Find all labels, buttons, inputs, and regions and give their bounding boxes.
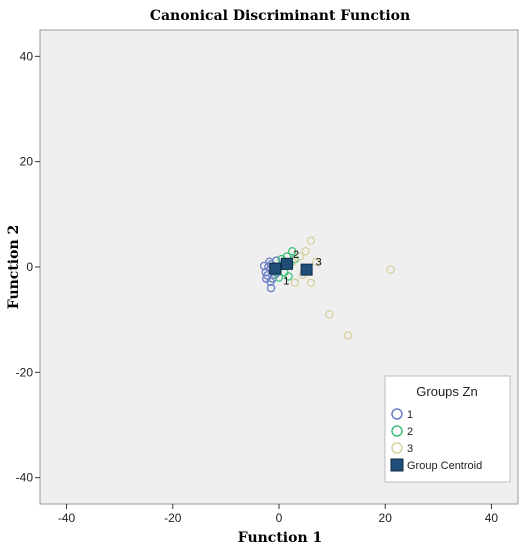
- scatter-point-group-3: [386, 265, 395, 274]
- centroid-marker-3: [300, 263, 313, 276]
- legend-label-group-3: 3: [407, 443, 413, 455]
- x-tick-label: -20: [164, 511, 182, 525]
- centroid-label-3: 3: [316, 257, 322, 269]
- centroid-marker-1: [269, 262, 282, 275]
- scatter-point-group-1: [266, 283, 276, 293]
- y-tick-label: -40: [16, 471, 34, 485]
- legend-marker-centroid: [390, 458, 404, 472]
- axis-ticks: -40 -20 0 20 40 -40 -20 0 20 40: [16, 49, 499, 525]
- scatter-point-group-2: [288, 246, 297, 256]
- legend-marker-group-3: [391, 442, 403, 454]
- legend-marker-group-1: [391, 408, 403, 420]
- scatter-point-group-3: [306, 236, 316, 245]
- x-tick-label: 40: [485, 511, 499, 525]
- group-centroids: 1 2 3: [269, 249, 322, 288]
- y-tick-label: 20: [20, 155, 34, 169]
- legend-box: [384, 375, 511, 483]
- scatter-point-group-3: [311, 257, 321, 266]
- x-tick-label: -40: [58, 511, 76, 525]
- legend-label-group-2: 2: [407, 426, 413, 438]
- legend-marker-group-2: [391, 425, 403, 437]
- legend-label-centroid: Group Centroid: [407, 460, 482, 472]
- scatter-point-group-3: [306, 278, 316, 288]
- x-tick-label: 0: [276, 511, 283, 525]
- x-axis-label: Function 1: [238, 530, 323, 546]
- scatter-point-group-3: [301, 246, 310, 256]
- centroid-label-1: 1: [283, 276, 289, 288]
- scatter-point-group-3: [295, 252, 305, 261]
- legend-title: Groups Zn: [416, 384, 477, 399]
- y-tick-label: 0: [26, 260, 33, 274]
- x-tick-label: 20: [379, 511, 393, 525]
- scatter-point-group-2: [284, 272, 293, 281]
- y-tick-label: 40: [20, 49, 34, 63]
- centroid-marker-2: [280, 257, 293, 270]
- scatter-point-group-1: [262, 274, 271, 283]
- legend: Groups Zn 1 2 3 Group Centroid: [384, 375, 511, 483]
- y-axis-label: Function 2: [6, 225, 22, 310]
- scatter-point-group-1: [259, 261, 269, 271]
- scatter-point-group-3: [290, 278, 300, 288]
- scatter-point-group-3: [325, 310, 334, 319]
- chart-title: Canonical Discriminant Function: [150, 8, 410, 24]
- legend-label-group-1: 1: [407, 409, 413, 421]
- scatter-point-group-3: [343, 331, 353, 340]
- centroid-label-2: 2: [293, 249, 299, 261]
- y-tick-label: -20: [16, 365, 34, 379]
